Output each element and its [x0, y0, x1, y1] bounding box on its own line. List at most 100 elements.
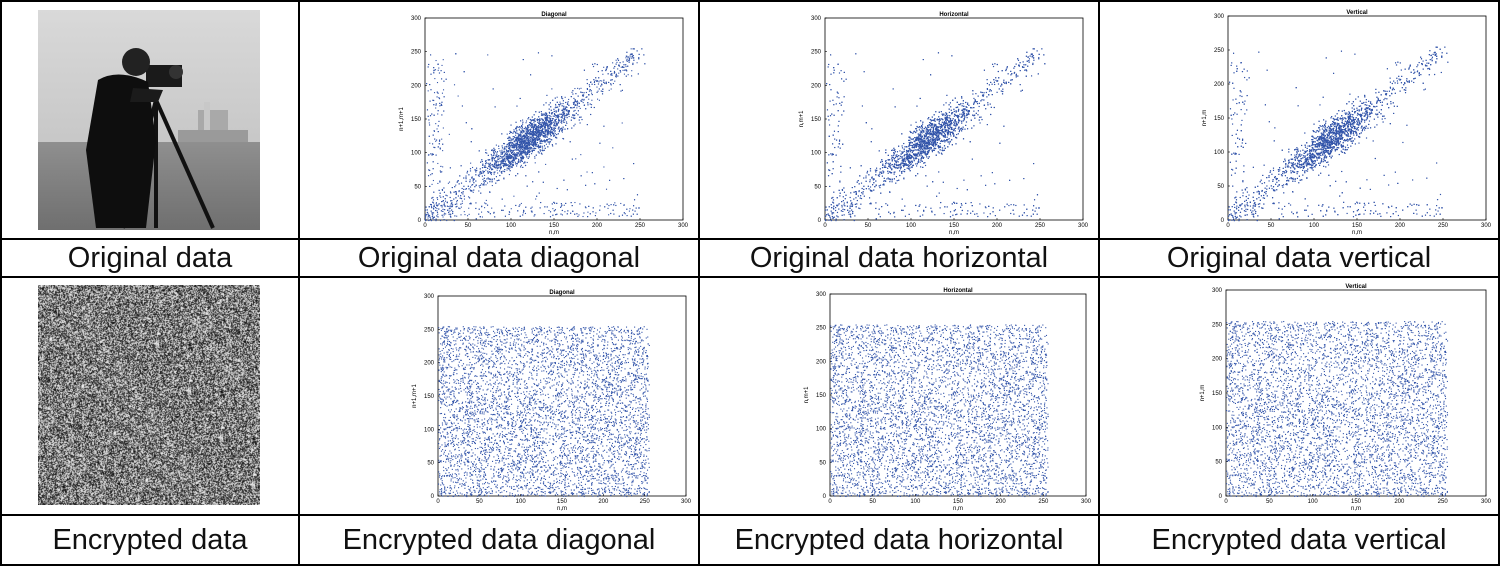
scatter-point [434, 78, 436, 80]
scatter-point [541, 125, 543, 127]
scatter-point [529, 122, 531, 124]
scatter-point [547, 131, 549, 133]
scatter-point [629, 53, 631, 55]
scatter-point [509, 154, 511, 156]
scatter-point [433, 204, 435, 206]
scatter-point [516, 137, 518, 140]
scatter-point [533, 139, 535, 141]
scatter-point [457, 180, 459, 182]
scatter-point [508, 173, 510, 176]
scatter-point [594, 80, 596, 82]
scatter-point [543, 124, 545, 126]
scatter-point [432, 153, 434, 156]
scatter-point [557, 133, 559, 135]
y-tick-label: 250 [811, 50, 822, 56]
scatter-point [485, 149, 487, 151]
scatter-point [506, 133, 508, 135]
scatter-point [522, 139, 524, 141]
scatter-point [620, 66, 622, 68]
scatter-point [503, 177, 505, 179]
scatter-point [604, 206, 606, 208]
scatter-point [527, 144, 529, 146]
scatter-point [522, 129, 524, 131]
scatter-point [550, 122, 552, 124]
scatter-point [440, 165, 442, 167]
scatter-point [546, 116, 548, 118]
scatter-point [594, 63, 596, 65]
scatter-point [426, 214, 428, 216]
scatter-point [638, 53, 640, 55]
scatter-point [601, 80, 603, 82]
scatter-point [445, 213, 447, 215]
scatter-point [484, 207, 486, 209]
scatter-point [530, 143, 532, 145]
scatter-point [532, 138, 534, 140]
scatter-point [431, 207, 433, 209]
scatter-point [549, 115, 551, 117]
scatter-point [623, 204, 625, 206]
scatter-point [539, 118, 541, 120]
scatter-point [529, 129, 531, 131]
scatter-point [537, 52, 540, 54]
scatter-point [536, 135, 538, 137]
scatter-point [509, 148, 511, 150]
scatter-point [441, 188, 443, 191]
scatter-point [520, 164, 522, 166]
scatter-point [496, 166, 498, 168]
scatter-point [527, 145, 529, 147]
scatter-point [535, 130, 537, 132]
scatter-point [463, 71, 465, 73]
scatter-point [514, 158, 516, 160]
scatter-point [452, 211, 454, 213]
scatter-point [432, 212, 435, 214]
scatter-point [497, 164, 499, 167]
scatter-point [612, 82, 614, 85]
scatter-point [552, 118, 554, 120]
scatter-point [478, 190, 480, 192]
scatter-point [520, 147, 522, 149]
scatter-point [529, 118, 531, 121]
scatter-point [503, 155, 505, 157]
scatter-point [473, 178, 475, 180]
scatter-point [447, 182, 449, 184]
scatter-point [538, 119, 540, 121]
scatter-point [531, 137, 533, 139]
scatter-point [544, 114, 546, 116]
scatter-point [613, 204, 615, 206]
scatter-point [511, 146, 513, 149]
scatter-point [520, 134, 522, 136]
scatter-point [546, 115, 548, 117]
scatter-point [528, 149, 530, 151]
scatter-point [549, 112, 551, 114]
scatter-point [630, 75, 633, 77]
scatter-point [507, 160, 509, 162]
scatter-point [538, 133, 540, 135]
scatter-point [464, 214, 466, 216]
scatter-point [581, 100, 583, 102]
scatter-point [462, 191, 464, 193]
scatter-point [435, 218, 437, 220]
scatter-point [597, 90, 599, 92]
scatter-point [597, 80, 599, 82]
scatter-point [582, 215, 584, 218]
scatter-point [465, 122, 467, 124]
scatter-point [442, 196, 444, 198]
scatter-point [498, 148, 500, 150]
scatter-point [438, 67, 440, 69]
scatter-point [506, 167, 508, 169]
scatter-point [550, 121, 552, 123]
scatter-point [480, 171, 482, 173]
scatter-point [522, 59, 524, 61]
scatter-point [469, 189, 472, 191]
scatter-point [466, 170, 469, 172]
scatter-point [568, 98, 570, 101]
scatter-point [633, 205, 635, 207]
scatter-point [554, 97, 556, 99]
scatter-point [425, 209, 427, 211]
scatter-point [553, 125, 555, 127]
scatter-point [526, 142, 528, 144]
scatter-point [539, 132, 541, 134]
scatter-point [481, 159, 483, 161]
scatter-point [540, 111, 542, 113]
scatter-point [553, 121, 555, 123]
